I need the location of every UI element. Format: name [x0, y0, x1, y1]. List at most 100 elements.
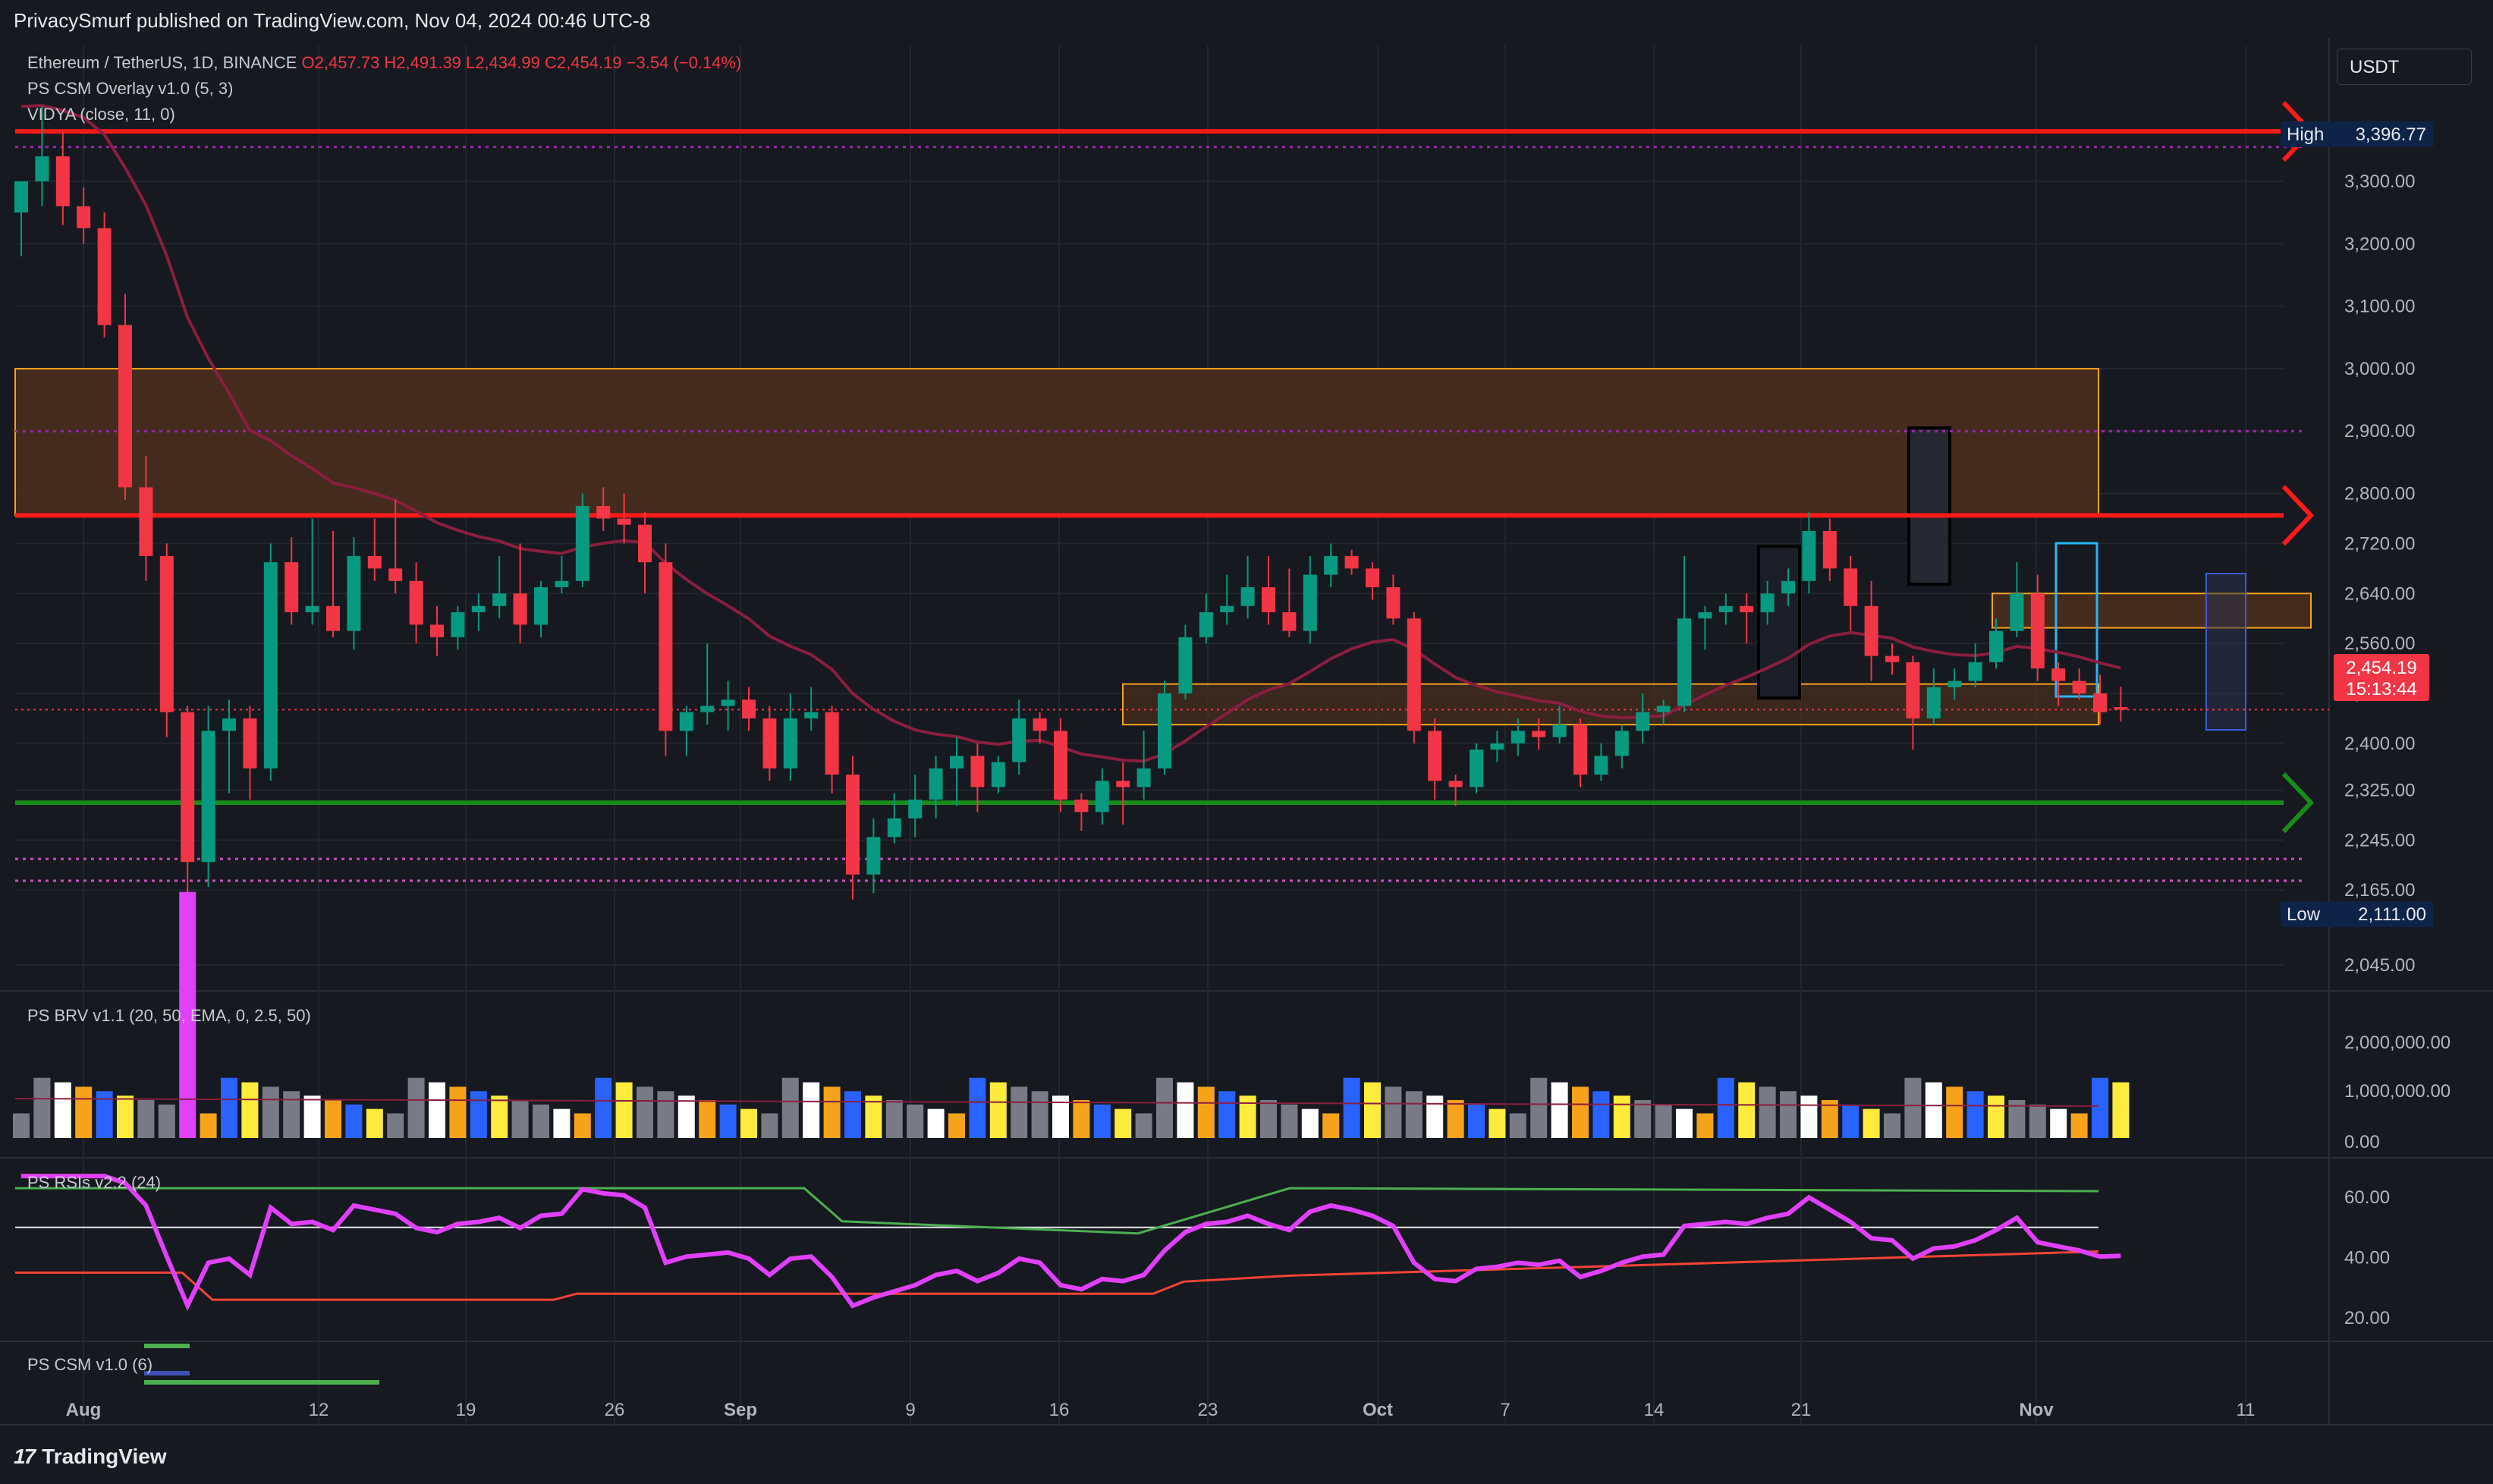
volume-bar: [907, 1104, 924, 1138]
symbol-legend[interactable]: Ethereum / TetherUS, 1D, BINANCE O2,457.…: [27, 53, 741, 73]
candle-body: [1740, 605, 1754, 612]
volume-bar: [1509, 1113, 1526, 1138]
candle-body: [970, 756, 985, 788]
low-badge-bg: [2281, 901, 2434, 927]
price-zones: [14, 367, 2312, 731]
volume-bar: [429, 1082, 445, 1138]
volume-bar: [1966, 1091, 1984, 1138]
candle-body: [783, 718, 797, 769]
tradingview-logo[interactable]: 17 TradingView: [14, 1445, 167, 1469]
price-axis: 3,300.00 3,200.00 3,100.00 3,000.00 2,900.00…: [2344, 171, 2451, 1328]
symbol-title: Ethereum / TetherUS, 1D, BINANCE: [27, 53, 297, 72]
legend-rsi[interactable]: PS RSIs v2.2 (24): [27, 1173, 162, 1192]
candle-body: [2030, 593, 2045, 669]
volume-bar: [1572, 1086, 1589, 1138]
high-badge-value: 3,396.77: [2356, 124, 2426, 145]
legend-csm[interactable]: PS CSM v1.0 (6): [27, 1355, 153, 1374]
time-tick-label: Nov: [2019, 1400, 2054, 1420]
candle-body: [596, 506, 611, 519]
volume-bar: [637, 1086, 653, 1138]
vidya-line: [20, 104, 2121, 763]
volume-bar: [1405, 1091, 1423, 1138]
candle-body: [97, 228, 112, 325]
candle-body: [159, 555, 174, 712]
candle-body: [1636, 712, 1650, 731]
legend-overlay-vidya[interactable]: VIDYA (close, 11, 0): [27, 105, 175, 124]
time-tick-label: 9: [905, 1400, 915, 1420]
volume-bar: [865, 1096, 882, 1138]
candle-body: [2010, 593, 2024, 631]
candle-body: [492, 593, 507, 606]
volume-bar: [1135, 1113, 1152, 1138]
candle-body: [555, 580, 569, 588]
vidya-line: [20, 104, 2121, 763]
volume-bar: [1073, 1099, 1090, 1138]
candle-body: [263, 562, 278, 769]
low-badge-value: 2,111.00: [2358, 904, 2426, 925]
supply-zone: [14, 367, 2099, 517]
volume-bar: [615, 1082, 633, 1138]
candle-body: [471, 605, 486, 612]
legend-brv[interactable]: PS BRV v1.1 (20, 50, EMA, 0, 2.5, 50): [27, 1006, 311, 1025]
candle-body: [285, 562, 299, 612]
candle-body: [575, 506, 589, 581]
candle-body: [1594, 756, 1608, 775]
candle-body: [1240, 587, 1255, 606]
candle-body: [77, 206, 91, 228]
candle-body: [1262, 587, 1275, 612]
volume-bar: [345, 1104, 363, 1138]
candle-body: [721, 700, 735, 706]
candlestick-series: [14, 106, 2128, 937]
candle-body: [1136, 768, 1151, 788]
price-tick-label: 3,100.00: [2344, 297, 2415, 317]
currency-button[interactable]: USDT: [2337, 49, 2472, 85]
time-tick-label: 21: [1791, 1400, 1812, 1420]
price-tick-label: 2,400.00: [2344, 734, 2415, 754]
candle-body: [1178, 637, 1193, 693]
candle-body: [1199, 612, 1213, 637]
volume-bar: [1218, 1091, 1236, 1138]
volume-bar: [1988, 1096, 2004, 1138]
volume-bar: [325, 1099, 341, 1138]
candle-body: [1552, 725, 1567, 737]
candle-body: [929, 768, 943, 800]
countdown-value: 15:13:44: [2346, 679, 2416, 700]
candle-body: [617, 518, 631, 525]
published-header: PrivacySmurf published on TradingView.co…: [14, 9, 651, 32]
volume-bar: [1011, 1086, 1028, 1138]
volume-bar: [1093, 1104, 1111, 1138]
candle-body: [1407, 618, 1421, 731]
price-tick-label: 2,165.00: [2344, 880, 2415, 901]
legend-overlay-csm[interactable]: PS CSM Overlay v1.0 (5, 3): [27, 79, 234, 98]
candle-body: [1366, 568, 1379, 588]
volume-bar: [241, 1082, 259, 1138]
candle-body: [1885, 656, 1899, 662]
candle-body: [451, 612, 465, 637]
volume-bar: [823, 1086, 841, 1138]
tv-mark-icon: 17: [14, 1445, 36, 1468]
volume-bar: [844, 1091, 861, 1138]
candle-body: [1532, 731, 1546, 737]
candle-body: [1490, 743, 1504, 750]
volume-bar: [1052, 1096, 1069, 1138]
volume-bar: [989, 1082, 1007, 1138]
candle-body: [534, 587, 548, 625]
volume-bar: [1759, 1086, 1776, 1138]
brand-label: TradingView: [42, 1445, 167, 1468]
candle-body: [1864, 605, 1878, 656]
volume-bar: [1343, 1077, 1360, 1138]
rsi-upper-band: [15, 1187, 2099, 1235]
brv-volume-bars: [13, 891, 2130, 1138]
volume-bar: [1197, 1086, 1215, 1138]
volume-bar: [137, 1099, 155, 1138]
volume-bar: [262, 1086, 279, 1138]
price-tick-label: 2,245.00: [2344, 830, 2415, 850]
volume-bar: [303, 1096, 321, 1138]
volume-bar: [1821, 1099, 1838, 1138]
volume-bar: [366, 1108, 383, 1138]
volume-bar: [1426, 1096, 1444, 1138]
candle-body: [1511, 731, 1525, 744]
volume-bar: [1800, 1096, 1818, 1138]
volume-bar: [1239, 1096, 1256, 1138]
volume-bar: [54, 1082, 71, 1138]
